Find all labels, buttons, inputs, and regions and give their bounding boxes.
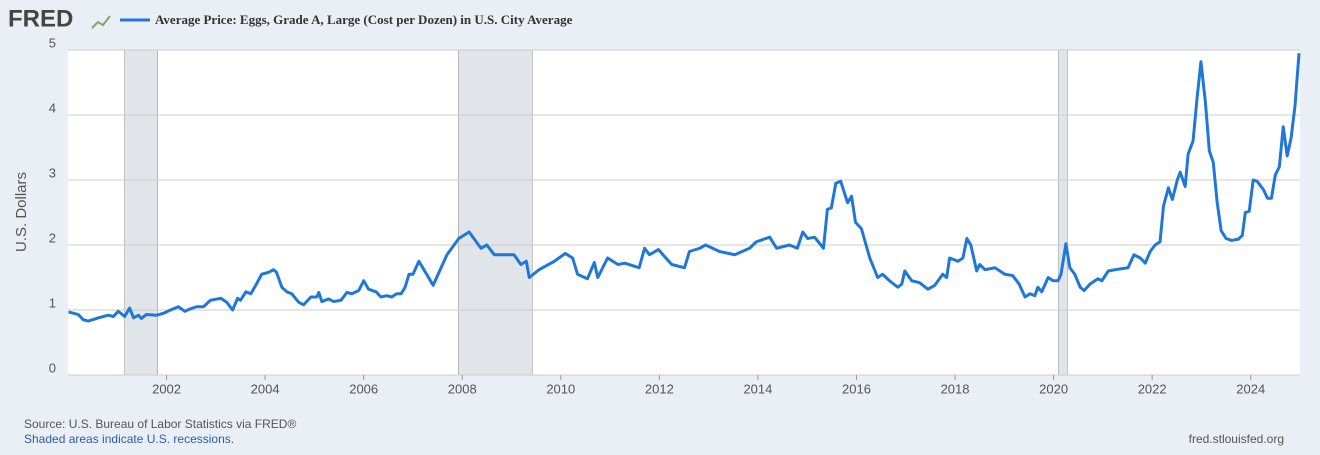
y-tick-label: 0 [49, 360, 56, 375]
logo-icon [91, 15, 111, 29]
x-tick-label: 2016 [842, 381, 871, 396]
x-tick-label: 2004 [251, 381, 280, 396]
legend-label: Average Price: Eggs, Grade A, Large (Cos… [155, 12, 573, 27]
source: Source: U.S. Bureau of Labor Statistics … [24, 417, 296, 431]
x-tick-label: 2010 [546, 381, 575, 396]
recession-note: Shaded areas indicate U.S. recessions. [24, 432, 234, 446]
y-tick-label: 5 [49, 35, 56, 50]
x-tick-label: 2020 [1039, 381, 1068, 396]
x-tick-label: 2022 [1138, 381, 1167, 396]
x-tick-label: 2018 [941, 381, 970, 396]
series-line [68, 53, 1301, 323]
x-tick-label: 2002 [152, 381, 181, 396]
x-tick-label: 2014 [743, 381, 772, 396]
plot-area [68, 50, 1300, 375]
site-url: fred.stlouisfed.org [1189, 432, 1284, 446]
recession-band [124, 49, 158, 376]
recession-band [1058, 49, 1068, 376]
x-tick-label: 2012 [645, 381, 674, 396]
y-tick-label: 4 [49, 100, 56, 115]
y-tick-label: 2 [49, 230, 56, 245]
y-axis-label: U.S. Dollars [13, 172, 30, 252]
y-tick-label: 1 [49, 295, 56, 310]
y-tick-label: 3 [49, 165, 56, 180]
recession-band [457, 49, 533, 376]
x-tick-label: 2006 [349, 381, 378, 396]
x-tick-label: 2008 [448, 381, 477, 396]
logo: FRED [8, 5, 73, 32]
x-tick-label: 2024 [1236, 381, 1265, 396]
